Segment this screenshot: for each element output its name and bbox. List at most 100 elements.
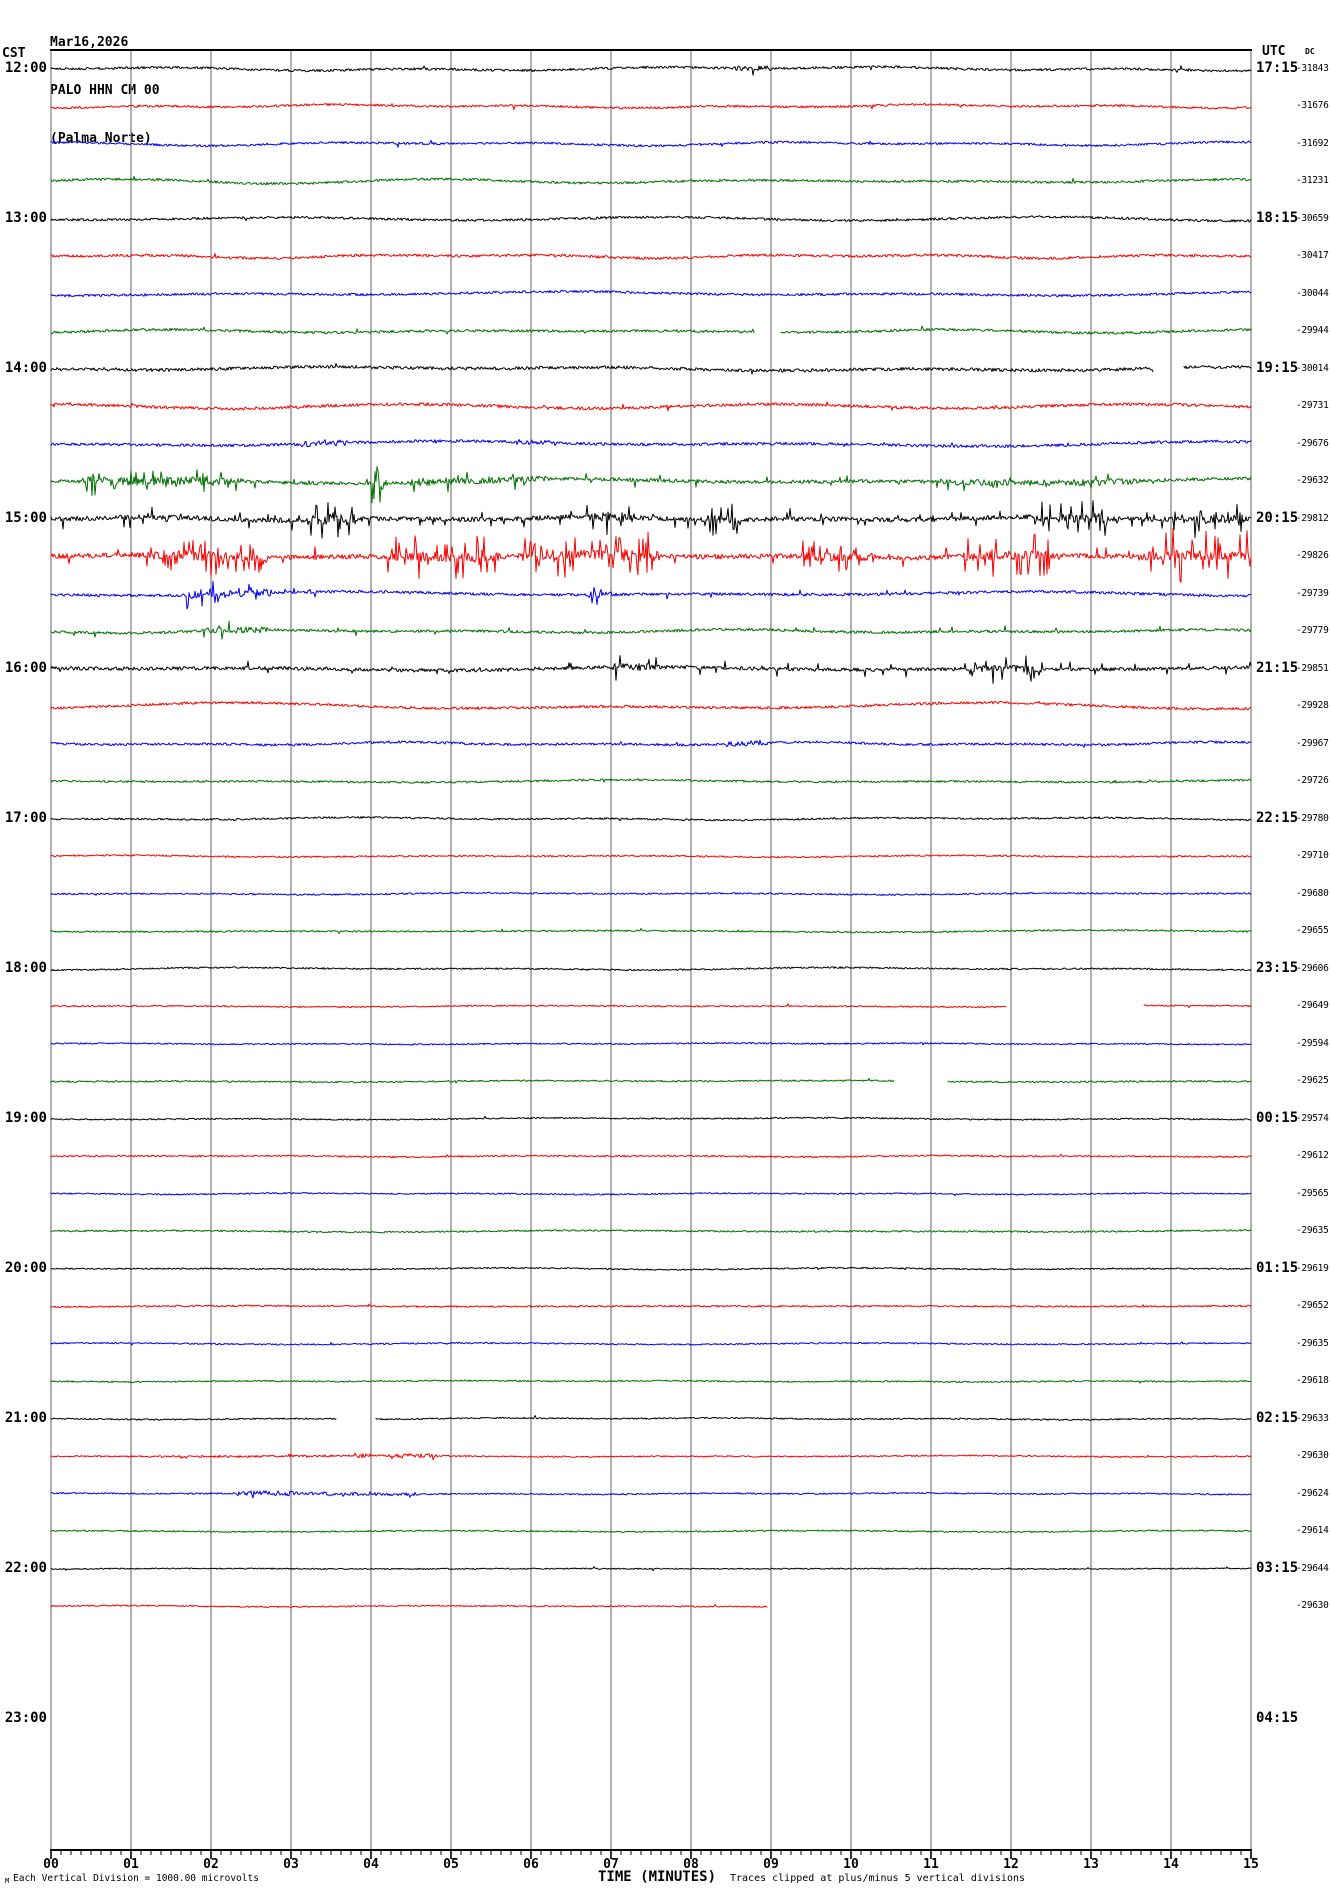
dc-offset-value: -29630: [1296, 1450, 1329, 1461]
right-axis-title: UTC: [1262, 44, 1286, 59]
utc-time-label: 17:15: [1256, 60, 1299, 76]
dc-offset-value: -31692: [1296, 138, 1329, 149]
seismogram-trace--29614: [50, 1529, 1252, 1534]
dc-offset-value: -29635: [1296, 1225, 1329, 1236]
cst-hour-label: 13:00: [4, 210, 47, 226]
dc-offset-value: -29624: [1296, 1488, 1329, 1499]
dc-offset-value: -30014: [1296, 363, 1329, 374]
x-axis-tick-label: 02: [203, 1857, 219, 1872]
cst-hour-label: 12:00: [4, 60, 47, 76]
seismogram-trace--29826: [50, 527, 1252, 583]
seismogram-trace--29676: [50, 439, 1252, 449]
seismogram-trace-01:15: [50, 1266, 1252, 1271]
seismogram-trace--29726: [50, 778, 1252, 784]
seismogram-trace--29635: [50, 1229, 1252, 1234]
clipping-note: Traces clipped at plus/minus 5 vertical …: [730, 1873, 1026, 1884]
seismogram-trace-22:15: [50, 816, 1252, 822]
utc-time-label: 18:15: [1256, 210, 1299, 226]
dc-offset-value: -29944: [1296, 325, 1329, 336]
x-axis-tick-label: 06: [523, 1857, 539, 1872]
seismogram-trace-00:15: [50, 1115, 1252, 1121]
seismogram-trace--29739: [50, 580, 1252, 610]
utc-time-label: 21:15: [1256, 660, 1299, 676]
cst-hour-label: 21:00: [4, 1410, 47, 1426]
cst-hour-label: 19:00: [4, 1110, 47, 1126]
seismogram-trace-02:15: [50, 1415, 1252, 1421]
seismogram-trace--29680: [50, 891, 1252, 896]
utc-time-label: 23:15: [1256, 960, 1299, 976]
dc-axis-title: DC: [1305, 47, 1315, 56]
utc-time-label: 20:15: [1256, 510, 1299, 526]
dc-offset-value: -31676: [1296, 100, 1329, 111]
x-axis-tick-label: 13: [1083, 1857, 1099, 1872]
seismogram-trace--29625: [50, 1078, 1252, 1084]
utc-time-label: 22:15: [1256, 810, 1299, 826]
dc-offset-value: -29618: [1296, 1375, 1329, 1386]
dc-offset-value: -29710: [1296, 850, 1329, 861]
seismogram-trace-21:15: [50, 655, 1252, 684]
x-axis-title: TIME (MINUTES): [598, 1869, 717, 1885]
cst-hour-label: 16:00: [4, 660, 47, 676]
x-axis-tick-label: 04: [363, 1857, 379, 1872]
utc-time-label: 02:15: [1256, 1410, 1299, 1426]
dc-offset-value: -29726: [1296, 775, 1329, 786]
dc-offset-value: -29565: [1296, 1188, 1329, 1199]
seismogram-trace--29967: [50, 739, 1252, 748]
x-axis-tick-label: 03: [283, 1857, 299, 1872]
x-axis-tick-label: 05: [443, 1857, 459, 1872]
seismogram-trace-18:15: [50, 215, 1252, 223]
dc-offset-value: -29625: [1296, 1075, 1329, 1086]
seismogram-trace--29594: [50, 1042, 1252, 1046]
dc-offset-value: -29928: [1296, 700, 1329, 711]
dc-offset-value: -29812: [1296, 513, 1329, 524]
header-date: Mar16,2026: [50, 35, 129, 50]
x-axis-tick-label: 08: [683, 1857, 699, 1872]
vertical-division-note: Each Vertical Division = 1000.00 microvo…: [13, 1873, 259, 1884]
dc-offset-value: -29851: [1296, 663, 1329, 674]
dc-offset-value: -30417: [1296, 250, 1329, 261]
dc-offset-value: -29826: [1296, 550, 1329, 561]
seismogram-trace--29624: [50, 1490, 1252, 1499]
dc-offset-value: -29635: [1296, 1338, 1329, 1349]
x-axis-tick-label: 01: [123, 1857, 139, 1872]
seismogram-trace--29632: [50, 466, 1252, 504]
dc-offset-value: -29633: [1296, 1413, 1329, 1424]
cst-hour-label: 17:00: [4, 810, 47, 826]
dc-offset-value: -29676: [1296, 438, 1329, 449]
seismogram-trace--30417: [50, 253, 1252, 260]
utc-time-label: 19:15: [1256, 360, 1299, 376]
dc-offset-value: -29594: [1296, 1038, 1329, 1049]
x-axis-tick-label: 00: [43, 1857, 59, 1872]
cst-hour-label: 20:00: [4, 1260, 47, 1276]
dc-offset-value: -29655: [1296, 925, 1329, 936]
dc-offset-value: -29632: [1296, 475, 1329, 486]
cst-hour-label: 15:00: [4, 510, 47, 526]
seismogram-trace--29928: [50, 700, 1252, 711]
dc-offset-value: -29630: [1296, 1600, 1329, 1611]
dc-offset-value: -29606: [1296, 963, 1329, 974]
dc-offset-value: -29652: [1296, 1300, 1329, 1311]
corner-mark: M: [5, 1877, 10, 1885]
dc-offset-value: -29644: [1296, 1563, 1329, 1574]
utc-time-label: 00:15: [1256, 1110, 1299, 1126]
seismogram-trace--29618: [50, 1379, 1252, 1384]
seismogram-trace--29710: [50, 854, 1252, 859]
dc-offset-value: -29967: [1296, 738, 1329, 749]
header-station: PALO HHN CM 00: [50, 83, 160, 98]
left-axis-title: CST: [2, 46, 26, 61]
cst-hour-label: 18:00: [4, 960, 47, 976]
dc-offset-value: -29574: [1296, 1113, 1329, 1124]
seismogram-trace--29565: [50, 1192, 1252, 1197]
dc-offset-value: -29779: [1296, 625, 1329, 636]
dc-offset-value: -29649: [1296, 1000, 1329, 1011]
dc-offset-value: -29739: [1296, 588, 1329, 599]
dc-offset-value: -29731: [1296, 400, 1329, 411]
cst-hour-label: 22:00: [4, 1560, 47, 1576]
dc-offset-value: -29780: [1296, 813, 1329, 824]
x-axis-tick-label: 07: [603, 1857, 619, 1872]
dc-offset-value: -29680: [1296, 888, 1329, 899]
dc-offset-value: -29614: [1296, 1525, 1329, 1536]
seismogram-trace--29649: [50, 1003, 1252, 1009]
seismogram-trace-23:15: [50, 966, 1252, 972]
